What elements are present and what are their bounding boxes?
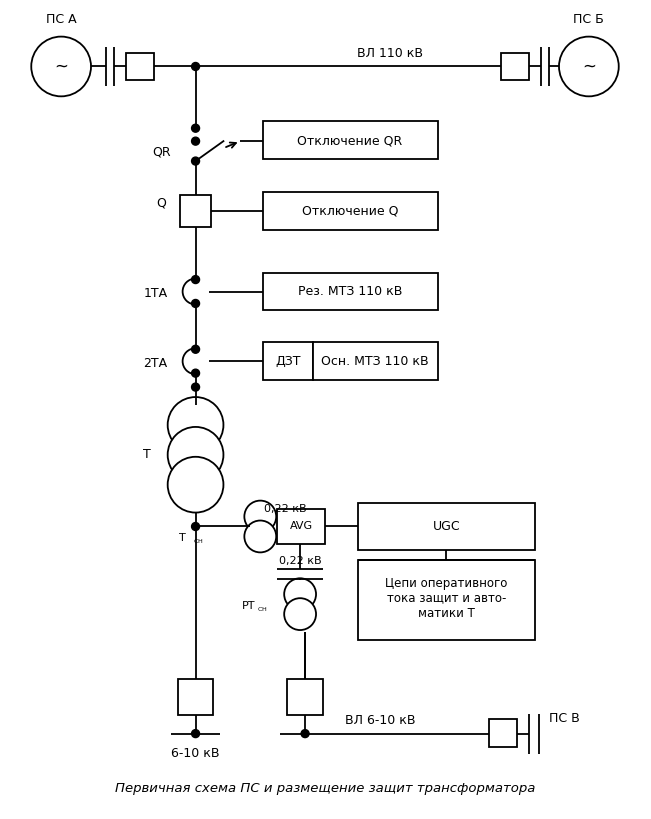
Text: Первичная схема ПС и размещение защит трансформатора: Первичная схема ПС и размещение защит тр…	[115, 782, 535, 795]
Bar	[126, 52, 154, 80]
Circle shape	[191, 369, 200, 377]
Circle shape	[191, 157, 200, 165]
Text: Отключение QR: Отключение QR	[298, 134, 402, 147]
Circle shape	[168, 427, 223, 482]
Circle shape	[191, 137, 200, 145]
Circle shape	[168, 457, 223, 513]
Circle shape	[244, 521, 276, 552]
Bar	[358, 503, 535, 550]
Bar	[287, 679, 323, 715]
Text: ВЛ 6-10 кВ: ВЛ 6-10 кВ	[344, 714, 415, 727]
Circle shape	[284, 578, 316, 610]
Circle shape	[191, 124, 200, 132]
Circle shape	[191, 275, 200, 283]
Text: 0,22 кВ: 0,22 кВ	[264, 504, 307, 514]
Text: $_{\mathregular{СН}}$: $_{\mathregular{СН}}$	[193, 537, 203, 546]
Bar	[263, 121, 437, 159]
Text: ВЛ 110 кВ: ВЛ 110 кВ	[357, 47, 422, 60]
Bar	[180, 195, 212, 227]
Text: 6-10 кВ: 6-10 кВ	[171, 747, 220, 760]
Circle shape	[559, 37, 618, 97]
Bar	[490, 719, 517, 747]
Text: 2ТА: 2ТА	[144, 357, 168, 369]
Text: Рез. МТЗ 110 кВ: Рез. МТЗ 110 кВ	[298, 285, 402, 298]
Text: ПС Б: ПС Б	[574, 13, 604, 26]
Circle shape	[191, 300, 200, 307]
Circle shape	[31, 37, 91, 97]
Text: AVG: AVG	[290, 522, 312, 532]
Text: Т: Т	[179, 533, 186, 544]
Text: ~: ~	[54, 57, 68, 75]
Text: ПС А: ПС А	[46, 13, 76, 26]
Text: ДЗТ: ДЗТ	[275, 355, 301, 368]
Bar	[263, 342, 313, 380]
Text: ПС В: ПС В	[549, 713, 579, 725]
Circle shape	[244, 500, 276, 532]
Bar	[277, 509, 325, 545]
Bar	[501, 52, 529, 80]
Circle shape	[191, 730, 200, 738]
Text: Цепи оперативного
тока защит и авто-
матики Т: Цепи оперативного тока защит и авто- мат…	[385, 577, 508, 620]
Text: 0,22 кВ: 0,22 кВ	[279, 556, 322, 567]
Bar	[178, 679, 214, 715]
Text: Отключение Q: Отключение Q	[301, 205, 398, 217]
Text: Т: Т	[143, 448, 151, 461]
Bar	[263, 192, 437, 230]
Circle shape	[191, 346, 200, 353]
Circle shape	[191, 523, 200, 531]
Text: Q: Q	[156, 197, 166, 210]
Bar	[263, 273, 437, 310]
Text: 1ТА: 1ТА	[144, 287, 168, 300]
Circle shape	[284, 598, 316, 630]
Bar	[313, 342, 437, 380]
Circle shape	[191, 383, 200, 391]
Circle shape	[191, 62, 200, 70]
Text: UGC: UGC	[433, 520, 460, 533]
Circle shape	[168, 397, 223, 453]
Text: Осн. МТЗ 110 кВ: Осн. МТЗ 110 кВ	[321, 355, 428, 368]
Bar	[358, 560, 535, 640]
Circle shape	[301, 730, 309, 738]
Text: ~: ~	[582, 57, 596, 75]
Text: $_{\mathregular{СН}}$: $_{\mathregular{СН}}$	[257, 604, 268, 613]
Text: РТ: РТ	[242, 601, 255, 611]
Text: QR: QR	[152, 146, 171, 159]
